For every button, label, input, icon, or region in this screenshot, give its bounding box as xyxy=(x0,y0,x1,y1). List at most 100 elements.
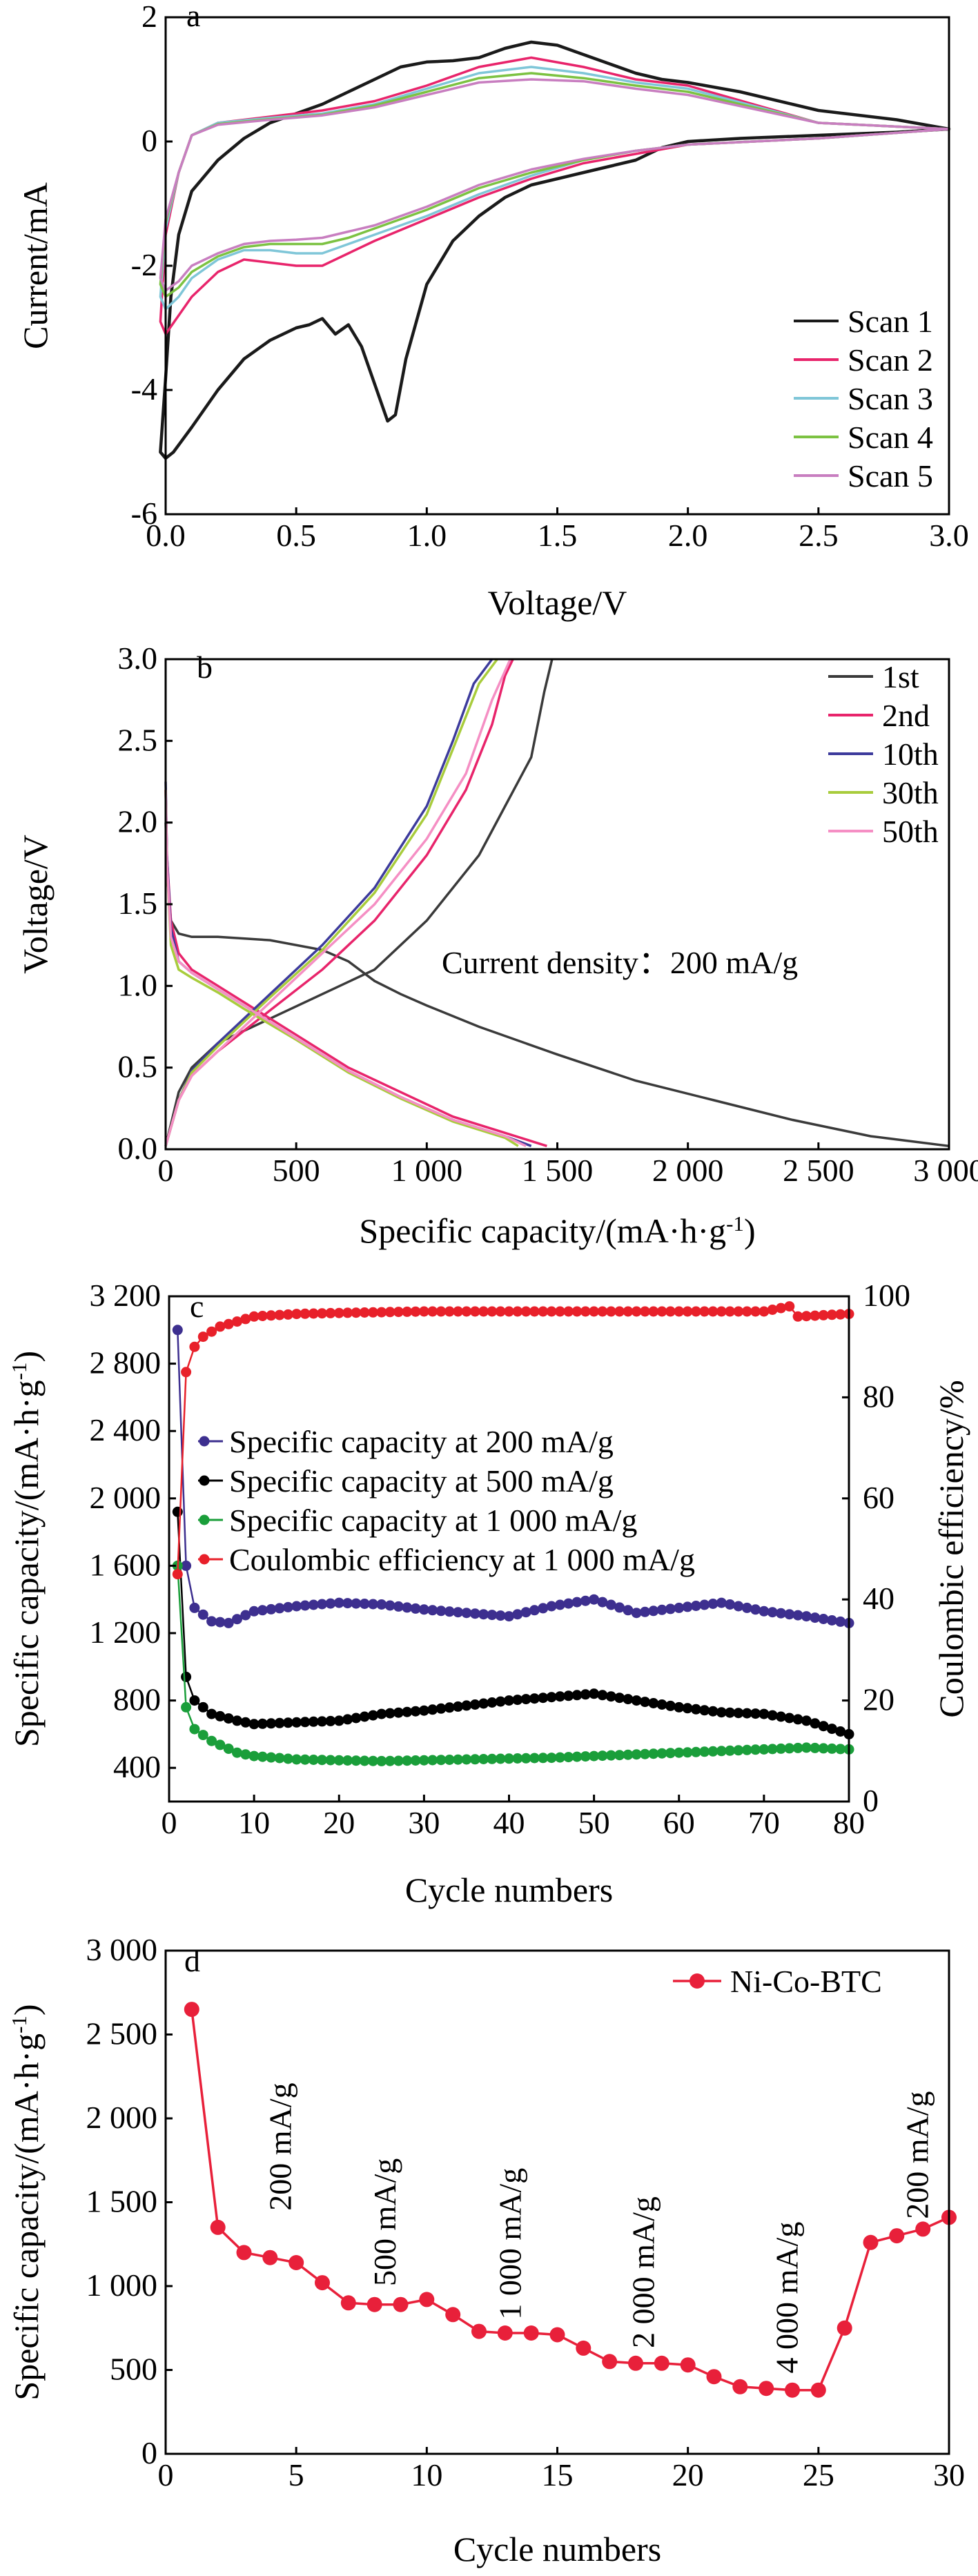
data-point xyxy=(614,1306,625,1317)
data-point xyxy=(784,1743,795,1754)
data-point xyxy=(436,1703,447,1714)
charge-curve-10th xyxy=(164,658,493,1146)
data-point xyxy=(597,1306,608,1317)
data-point xyxy=(384,1307,395,1318)
panel-letter: d xyxy=(184,1943,200,1978)
data-point xyxy=(274,1717,285,1728)
data-point xyxy=(232,1715,242,1726)
data-point xyxy=(512,1753,523,1764)
data-point xyxy=(529,1753,540,1764)
data-point xyxy=(266,1603,277,1614)
data-point xyxy=(546,1306,557,1317)
data-point xyxy=(538,1306,549,1317)
legend-label: Scan 4 xyxy=(848,420,933,455)
data-point xyxy=(725,1745,736,1756)
data-point xyxy=(308,1599,319,1610)
rate-label: 1 000 mA/g xyxy=(493,2168,528,2320)
data-point xyxy=(418,1705,429,1716)
y-tick-label: 800 xyxy=(113,1682,161,1717)
data-point xyxy=(716,1597,727,1608)
data-point xyxy=(342,1755,353,1766)
data-point xyxy=(767,1710,778,1721)
data-point xyxy=(189,1724,200,1735)
data-point xyxy=(563,1306,574,1317)
data-point xyxy=(520,1306,531,1317)
data-point xyxy=(366,2296,382,2312)
data-point xyxy=(453,1607,464,1618)
data-point xyxy=(733,1708,744,1719)
rate-label: 200 mA/g xyxy=(900,2091,935,2218)
y-tick-label: 1 000 xyxy=(86,2267,158,2303)
panel-letter: c xyxy=(190,1289,204,1324)
legend-label: 2nd xyxy=(882,698,930,733)
data-point xyxy=(554,1691,565,1702)
data-point xyxy=(674,1306,685,1317)
x-tick-label: 0.5 xyxy=(276,518,316,553)
data-point xyxy=(359,1599,370,1609)
data-point xyxy=(453,1306,464,1317)
data-point xyxy=(776,1302,786,1314)
data-point xyxy=(826,1309,837,1320)
data-point xyxy=(240,1610,251,1621)
y-tick-label: 2 000 xyxy=(86,2100,158,2135)
data-point xyxy=(538,1603,549,1614)
data-point xyxy=(554,1306,565,1317)
data-point xyxy=(835,1744,846,1755)
x-tick-label: 1 500 xyxy=(522,1153,594,1188)
data-point xyxy=(614,1750,625,1761)
x-tick-label: 500 xyxy=(273,1153,320,1188)
data-point xyxy=(453,1754,464,1765)
data-point xyxy=(495,1753,506,1764)
data-point xyxy=(801,1311,812,1322)
data-point xyxy=(240,1749,251,1760)
data-point xyxy=(549,2327,565,2343)
data-point xyxy=(784,1713,795,1724)
x-tick-label: 1 000 xyxy=(391,1153,463,1188)
y-tick-label: 2.0 xyxy=(118,804,158,839)
data-point xyxy=(837,2320,852,2336)
data-point xyxy=(210,2219,226,2235)
data-point xyxy=(725,1707,736,1718)
data-point xyxy=(631,1749,642,1760)
data-point xyxy=(325,1755,336,1766)
data-point xyxy=(393,2296,409,2312)
data-point xyxy=(605,1750,616,1761)
data-point xyxy=(445,2307,461,2323)
data-point xyxy=(733,1745,744,1756)
data-point xyxy=(725,1306,736,1317)
y-tick-label: 0 xyxy=(141,2435,157,2470)
data-point xyxy=(716,1306,727,1317)
data-point xyxy=(418,1755,429,1766)
data-point xyxy=(351,1598,362,1609)
data-point xyxy=(342,1598,353,1609)
x-tick-label: 1.5 xyxy=(538,518,578,553)
x-axis-label: Specific capacity/(mA·h·g-1) xyxy=(359,1211,755,1251)
data-point xyxy=(733,1306,744,1317)
data-point xyxy=(172,1569,183,1580)
data-point xyxy=(317,1716,328,1727)
data-point xyxy=(656,1748,667,1759)
data-point xyxy=(810,2382,826,2398)
data-point xyxy=(248,1719,260,1730)
data-point xyxy=(716,1746,727,1757)
data-point xyxy=(699,1599,710,1610)
data-point xyxy=(690,1601,701,1611)
data-point xyxy=(732,2379,748,2394)
y2-tick-label: 20 xyxy=(863,1682,894,1717)
data-point xyxy=(915,2221,931,2237)
data-point xyxy=(497,2325,513,2341)
data-point xyxy=(750,1306,761,1317)
data-point xyxy=(436,1606,447,1617)
data-point xyxy=(444,1702,455,1713)
x-tick-label: 3 000 xyxy=(913,1153,978,1188)
y2-tick-label: 80 xyxy=(863,1378,894,1414)
data-point xyxy=(706,2369,722,2385)
data-point xyxy=(512,1306,523,1317)
legend-label: Specific capacity at 1 000 mA/g xyxy=(229,1503,637,1538)
data-point xyxy=(317,1308,328,1319)
data-point xyxy=(546,1692,557,1703)
data-point xyxy=(487,1610,498,1621)
data-point xyxy=(469,1754,480,1765)
data-point xyxy=(589,1688,600,1699)
data-point xyxy=(690,1306,701,1317)
